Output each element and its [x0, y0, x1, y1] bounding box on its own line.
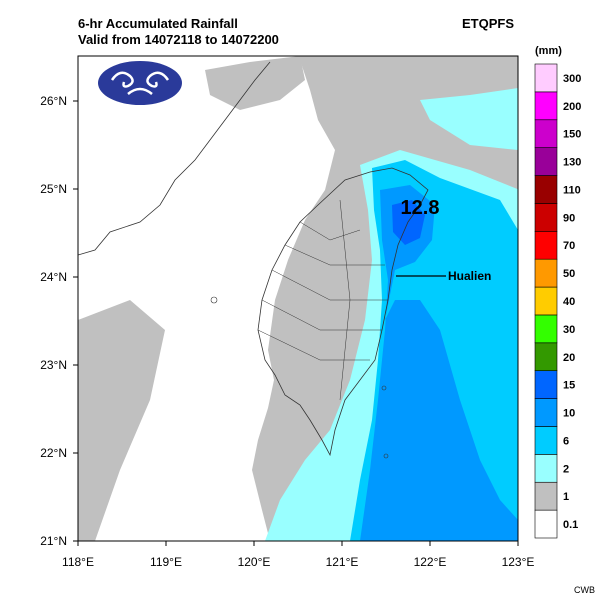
colorbar-label: 300	[563, 73, 581, 85]
coastlines	[78, 61, 429, 457]
colorbar-label: 70	[563, 240, 575, 252]
cwb-logo-icon	[98, 61, 182, 105]
green-island	[383, 453, 389, 459]
china-coast	[78, 61, 271, 256]
colorbar-label: 10	[563, 408, 575, 420]
rain-area-light-cyan-ne	[420, 88, 518, 150]
colorbar-swatch	[534, 63, 558, 93]
axis-ticks	[73, 100, 519, 546]
map-frame	[77, 55, 519, 542]
map-subtitle: Valid from 14072118 to 14072200	[78, 32, 279, 47]
lon-label: 122°E	[414, 555, 447, 569]
colorbar-swatch	[534, 398, 558, 427]
colorbar-label: 110	[563, 184, 581, 196]
precip-field	[78, 56, 518, 541]
lat-label: 26°N	[40, 94, 67, 108]
lon-label: 123°E	[502, 555, 535, 569]
rain-area-darkblue	[392, 200, 425, 245]
colorbar-label: 15	[563, 380, 575, 392]
colorbar-swatch	[534, 258, 558, 288]
model-name: ETQPFS	[462, 16, 515, 31]
rain-area-grey-west	[78, 300, 165, 541]
colorbar-label: 40	[563, 296, 575, 308]
colorbar-swatch	[534, 147, 558, 176]
colorbar-label: 200	[563, 101, 581, 113]
colorbar-label: 30	[563, 324, 575, 336]
lon-label: 121°E	[326, 555, 359, 569]
max-rainfall-label: 12.8	[401, 197, 440, 219]
colorbar-label: 90	[563, 212, 575, 224]
lat-label: 25°N	[40, 182, 67, 196]
islands	[210, 296, 389, 459]
lat-label: 24°N	[40, 270, 67, 284]
colorbar-swatch	[534, 119, 558, 148]
colorbar-swatch	[534, 230, 558, 260]
colorbar-unit: (mm)	[535, 45, 562, 57]
colorbar-swatch	[534, 454, 558, 483]
place-label-hualien: Hualien	[448, 269, 491, 283]
credit-label: CWB	[574, 585, 595, 595]
colorbar-swatch	[534, 314, 558, 344]
lon-label: 118°E	[62, 555, 94, 569]
orchid-island	[381, 385, 387, 391]
colorbar-label: 150	[563, 129, 581, 141]
county-lines	[257, 199, 388, 401]
rain-area-grey-north	[205, 56, 305, 110]
lat-label: 22°N	[40, 446, 67, 460]
colorbar-swatch	[534, 481, 558, 511]
colorbar-label: 6	[563, 435, 569, 447]
colorbar-swatch	[534, 286, 558, 316]
colorbar-label: 0.1	[563, 519, 578, 531]
taiwan-outline	[257, 167, 429, 457]
colorbar-label: 50	[563, 268, 575, 280]
lat-label: 23°N	[40, 358, 67, 372]
colorbar-label: 1	[563, 491, 569, 503]
colorbar-swatch	[534, 370, 558, 399]
map-title: 6-hr Accumulated Rainfall	[78, 16, 238, 31]
penghu-island	[210, 296, 218, 304]
colorbar-swatch	[534, 342, 558, 372]
lat-label: 21°N	[40, 534, 67, 548]
colorbar-label: 130	[563, 157, 581, 169]
colorbar-swatch	[534, 91, 558, 121]
colorbar-swatch	[534, 203, 558, 232]
colorbar-label: 2	[563, 463, 569, 475]
colorbar-label: 20	[563, 352, 575, 364]
lon-label: 120°E	[238, 555, 271, 569]
colorbar-swatch	[534, 426, 558, 455]
colorbar: 0.1 1 2 6 10 15 20 30 40 50 70 90 110 130 150 200 300	[534, 63, 581, 539]
lon-label: 119°E	[150, 555, 182, 569]
colorbar-swatch	[534, 509, 558, 539]
colorbar-swatch	[534, 175, 558, 204]
rain-area-blue	[360, 185, 518, 541]
